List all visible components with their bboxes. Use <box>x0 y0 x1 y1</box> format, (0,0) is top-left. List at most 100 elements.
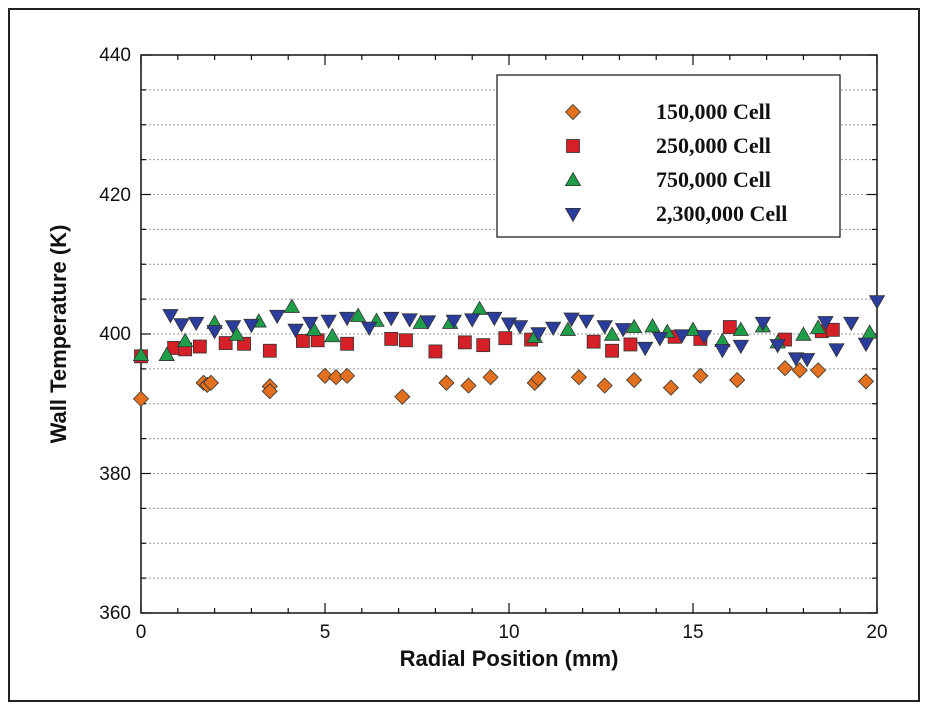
data-point <box>722 320 737 334</box>
data-point <box>530 370 547 387</box>
data-point <box>810 362 827 379</box>
data-point <box>623 337 638 352</box>
legend-marker <box>566 139 580 153</box>
data-point <box>206 325 223 340</box>
data-point <box>324 327 341 343</box>
data-point <box>132 346 150 361</box>
data-point <box>511 320 529 335</box>
legend-label: 2,300,000 Cell <box>656 201 787 226</box>
data-point <box>651 332 669 347</box>
data-point <box>787 352 805 367</box>
x-axis-title: Radial Position (mm) <box>400 646 619 671</box>
data-point <box>360 321 378 337</box>
x-tick-label: 10 <box>498 622 519 643</box>
data-point <box>296 334 310 348</box>
legend-marker <box>564 103 582 121</box>
data-point <box>162 309 179 324</box>
data-point <box>349 307 367 322</box>
y-tick-label: 420 <box>99 185 131 206</box>
legend-markers <box>564 103 582 223</box>
data-point <box>732 321 750 336</box>
data-point <box>614 323 632 338</box>
data-point <box>843 316 860 332</box>
data-point <box>570 369 587 386</box>
x-tick-label: 5 <box>320 622 331 643</box>
data-point <box>176 332 194 348</box>
data-point <box>340 336 354 351</box>
legend-label: 150,000 Cell <box>656 99 771 124</box>
data-point <box>384 331 399 346</box>
y-tick-label: 400 <box>99 324 131 345</box>
data-point <box>482 369 499 386</box>
plot-border <box>140 54 878 614</box>
data-point <box>394 388 411 405</box>
data-point <box>338 311 356 327</box>
y-tick-labels: 360 380 400 420 440 <box>99 45 131 624</box>
legend-label: 250,000 Cell <box>656 133 771 158</box>
data-point <box>401 313 418 328</box>
data-point <box>287 323 304 339</box>
data-point <box>498 331 513 346</box>
data-point <box>662 379 679 396</box>
data-point <box>868 295 886 310</box>
data-point <box>825 322 840 337</box>
data-points <box>132 295 886 407</box>
data-point <box>732 339 750 355</box>
data-point <box>586 334 601 349</box>
y-axis-title: Wall Temperature (K) <box>46 225 71 444</box>
data-point <box>158 346 175 361</box>
data-point <box>714 344 731 359</box>
data-point <box>302 316 319 332</box>
data-point <box>224 320 242 335</box>
data-point <box>339 367 356 384</box>
data-point <box>578 314 595 330</box>
data-point <box>438 374 455 391</box>
data-point <box>603 326 621 341</box>
data-point <box>809 319 827 334</box>
data-point <box>769 339 786 354</box>
figure-frame <box>8 8 920 702</box>
legend-label: 750,000 Cell <box>656 167 771 192</box>
data-point <box>798 353 816 368</box>
legend-marker <box>564 207 582 223</box>
data-point <box>316 367 334 384</box>
data-point <box>445 314 462 330</box>
data-point <box>559 321 577 336</box>
y-tick-label: 380 <box>99 464 131 485</box>
data-point <box>673 329 691 344</box>
data-point <box>464 313 481 328</box>
data-point <box>795 326 812 341</box>
y-tick-label: 360 <box>99 603 131 624</box>
legend-marker <box>564 171 582 187</box>
data-point <box>817 316 834 331</box>
data-point <box>857 373 875 390</box>
data-point <box>399 333 413 348</box>
data-point <box>428 344 443 359</box>
data-point <box>460 377 477 394</box>
data-point <box>563 312 580 327</box>
data-point <box>202 374 219 391</box>
data-point <box>476 338 491 353</box>
y-tick-label: 440 <box>99 45 131 66</box>
legend-box <box>496 74 841 238</box>
data-point <box>243 318 260 334</box>
data-point <box>457 335 472 350</box>
data-point <box>754 316 772 332</box>
data-point <box>383 311 400 327</box>
data-point <box>605 343 619 358</box>
data-point <box>544 321 562 337</box>
data-point <box>596 377 613 394</box>
legend: 150,000 Cell 250,000 Cell 750,000 Cell 2… <box>496 74 841 238</box>
data-point <box>320 314 337 330</box>
data-point <box>419 315 437 330</box>
x-tick-label: 0 <box>136 622 147 643</box>
data-point <box>218 336 233 350</box>
data-point <box>692 367 709 384</box>
data-point <box>636 341 654 357</box>
data-point <box>530 327 547 342</box>
x-tick-labels: 0 5 10 15 20 <box>136 622 888 643</box>
data-point <box>626 371 643 389</box>
data-point <box>283 298 301 313</box>
data-point <box>486 311 503 327</box>
